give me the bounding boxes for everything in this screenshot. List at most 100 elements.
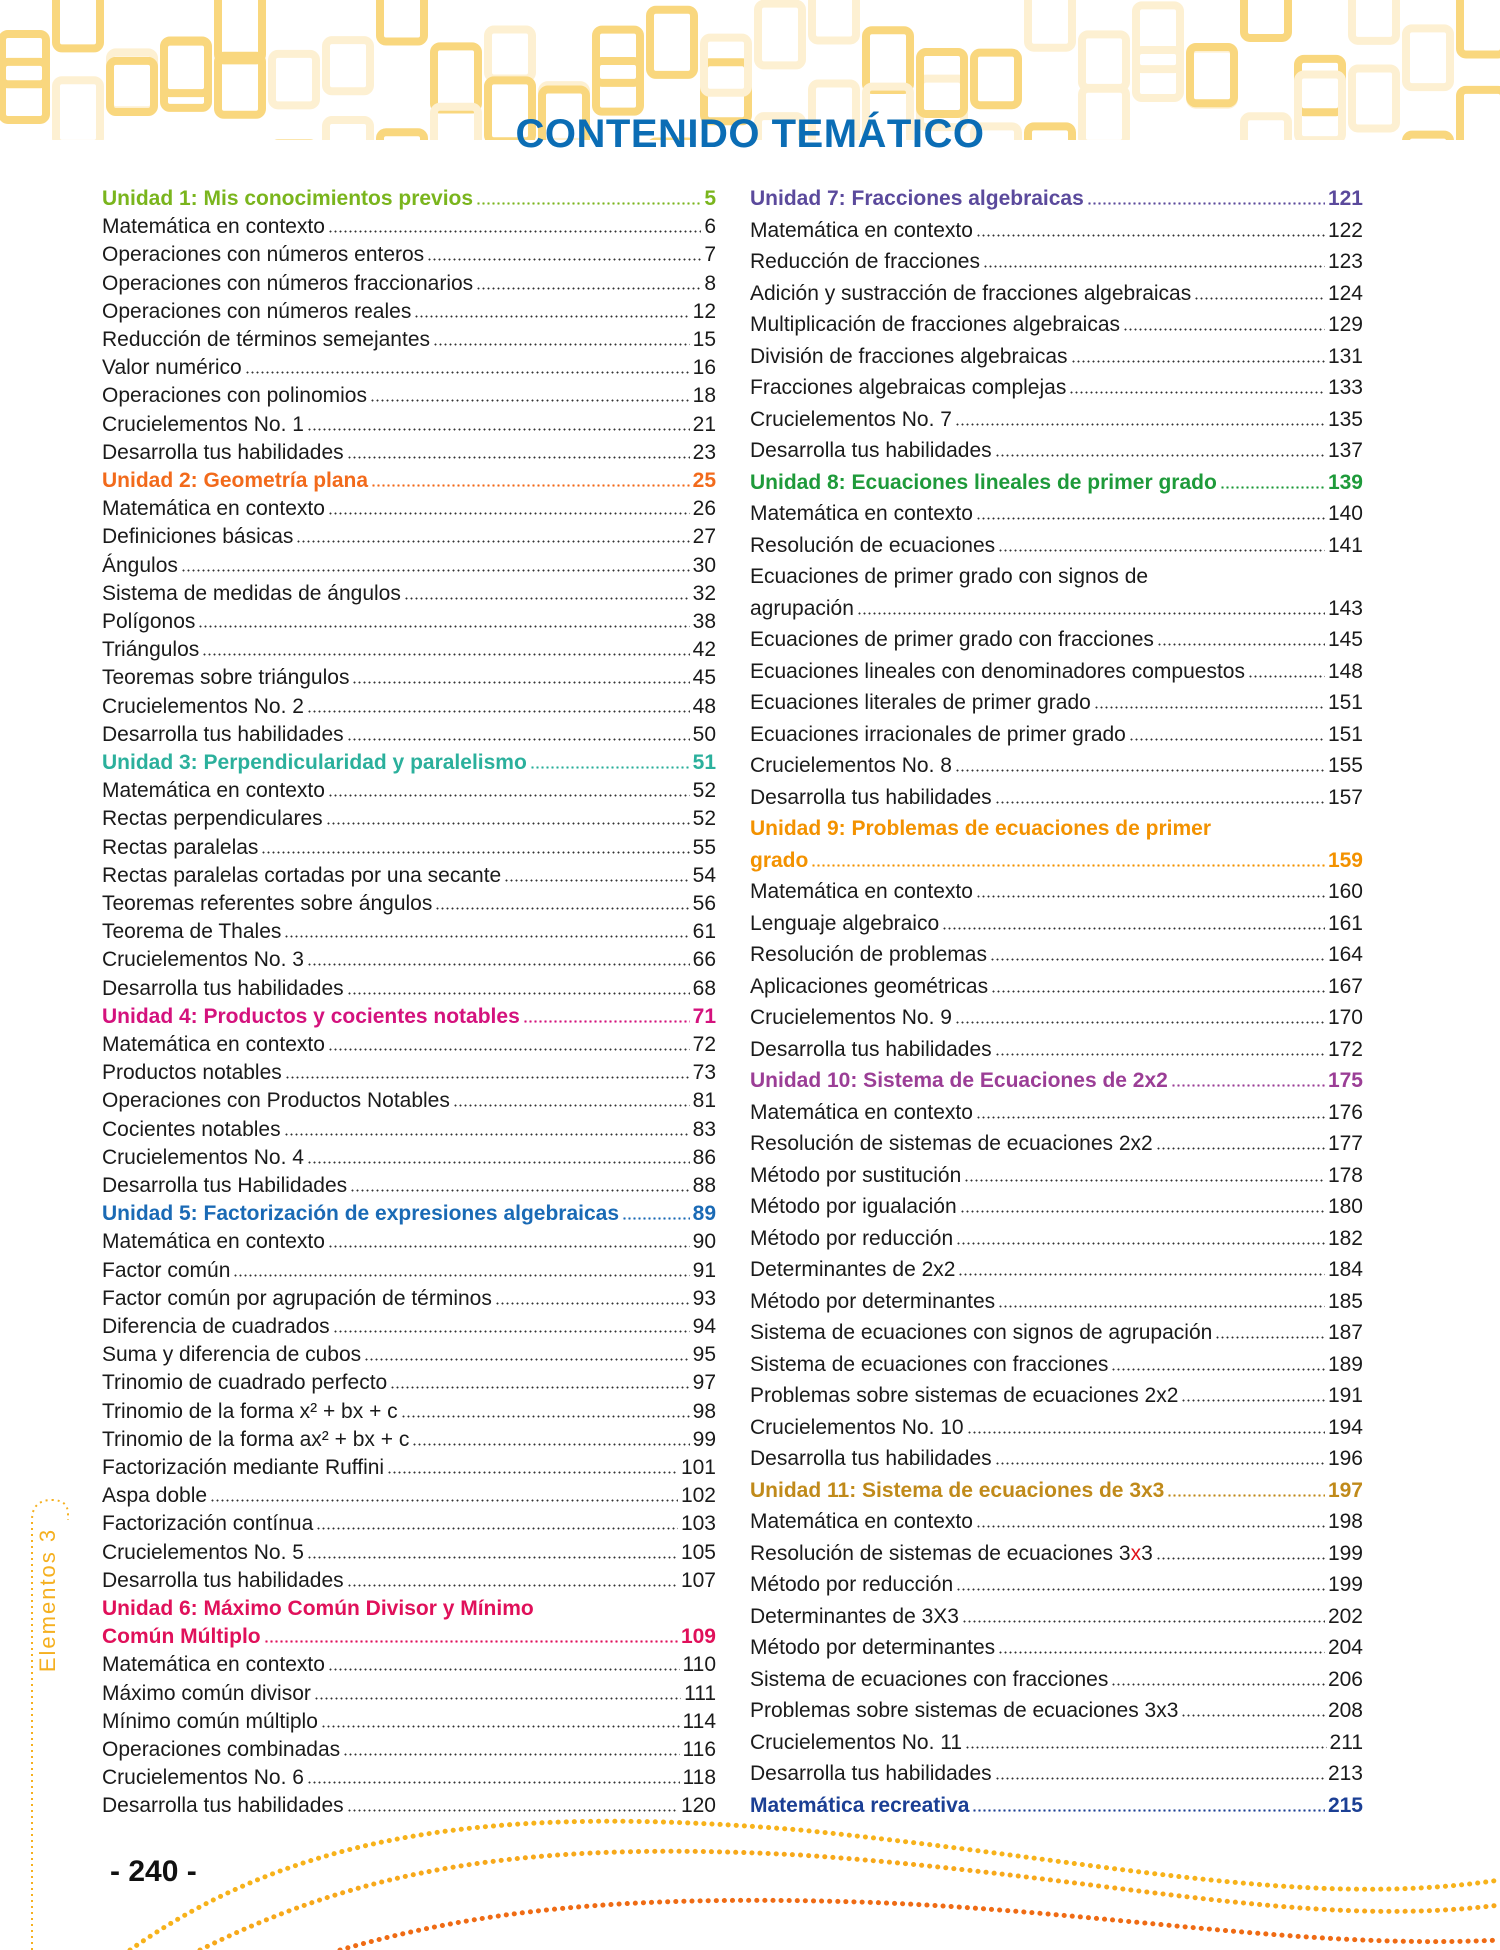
toc-entry[interactable]: Desarrolla tus habilidades 107 bbox=[102, 1567, 716, 1595]
toc-unit-heading[interactable]: Común Múltiplo 109 bbox=[102, 1623, 716, 1651]
toc-entry[interactable]: Crucielementos No. 5 105 bbox=[102, 1539, 716, 1567]
toc-entry[interactable]: Crucielementos No. 6 118 bbox=[102, 1764, 716, 1792]
toc-entry[interactable]: Desarrolla tus habilidades 137 bbox=[750, 437, 1363, 465]
toc-entry[interactable]: Método por reducción 182 bbox=[750, 1225, 1363, 1253]
toc-entry[interactable]: Lenguaje algebraico 161 bbox=[750, 910, 1363, 938]
toc-entry[interactable]: Matemática en contexto 72 bbox=[102, 1031, 716, 1059]
toc-entry[interactable]: Matemática en contexto 198 bbox=[750, 1508, 1363, 1536]
toc-entry[interactable]: Operaciones con números enteros 7 bbox=[102, 241, 716, 269]
toc-entry[interactable]: Definiciones básicas 27 bbox=[102, 523, 716, 551]
toc-entry[interactable]: Factor común 91 bbox=[102, 1257, 716, 1285]
toc-entry[interactable]: Teoremas sobre triángulos 45 bbox=[102, 664, 716, 692]
toc-unit-heading[interactable]: Unidad 7: Fracciones algebraicas 121 bbox=[750, 185, 1363, 213]
toc-entry[interactable]: Rectas paralelas 55 bbox=[102, 834, 716, 862]
toc-unit-heading[interactable]: Unidad 6: Máximo Común Divisor y Mínimo bbox=[102, 1595, 716, 1623]
toc-entry[interactable]: Determinantes de 2x2 184 bbox=[750, 1256, 1363, 1284]
toc-entry[interactable]: Rectas perpendiculares 52 bbox=[102, 805, 716, 833]
toc-entry[interactable]: Cocientes notables 83 bbox=[102, 1116, 716, 1144]
toc-entry[interactable]: Sistema de ecuaciones con fracciones 189 bbox=[750, 1351, 1363, 1379]
toc-entry[interactable]: Crucielementos No. 3 66 bbox=[102, 946, 716, 974]
toc-entry[interactable]: Operaciones combinadas 116 bbox=[102, 1736, 716, 1764]
toc-entry[interactable]: Desarrolla tus habilidades 157 bbox=[750, 784, 1363, 812]
toc-entry[interactable]: Desarrolla tus habilidades 23 bbox=[102, 439, 716, 467]
toc-unit-heading[interactable]: Unidad 9: Problemas de ecuaciones de pri… bbox=[750, 815, 1363, 843]
toc-entry[interactable]: Polígonos 38 bbox=[102, 608, 716, 636]
toc-entry[interactable]: Matemática en contexto 6 bbox=[102, 213, 716, 241]
toc-entry[interactable]: Desarrolla tus habilidades 213 bbox=[750, 1760, 1363, 1788]
toc-entry[interactable]: Método por determinantes 185 bbox=[750, 1288, 1363, 1316]
toc-entry[interactable]: Desarrolla tus habilidades 50 bbox=[102, 721, 716, 749]
toc-entry[interactable]: Desarrolla tus habilidades 172 bbox=[750, 1036, 1363, 1064]
toc-entry[interactable]: Crucielementos No. 2 48 bbox=[102, 693, 716, 721]
toc-entry[interactable]: Método por sustitución 178 bbox=[750, 1162, 1363, 1190]
toc-entry[interactable]: Fracciones algebraicas complejas 133 bbox=[750, 374, 1363, 402]
toc-entry[interactable]: Operaciones con números fraccionarios 8 bbox=[102, 270, 716, 298]
toc-entry[interactable]: Diferencia de cuadrados 94 bbox=[102, 1313, 716, 1341]
toc-entry[interactable]: División de fracciones algebraicas 131 bbox=[750, 343, 1363, 371]
toc-entry[interactable]: Método por determinantes 204 bbox=[750, 1634, 1363, 1662]
toc-entry[interactable]: Adición y sustracción de fracciones alge… bbox=[750, 280, 1363, 308]
toc-unit-heading[interactable]: Unidad 10: Sistema de Ecuaciones de 2x2 1… bbox=[750, 1067, 1363, 1095]
toc-entry[interactable]: Aplicaciones geométricas 167 bbox=[750, 973, 1363, 1001]
toc-entry[interactable]: Matemática en contexto 176 bbox=[750, 1099, 1363, 1127]
toc-entry[interactable]: Matemática en contexto 90 bbox=[102, 1228, 716, 1256]
toc-entry[interactable]: Crucielementos No. 1 21 bbox=[102, 411, 716, 439]
toc-entry[interactable]: Crucielementos No. 4 86 bbox=[102, 1144, 716, 1172]
toc-entry[interactable]: Matemática en contexto 160 bbox=[750, 878, 1363, 906]
toc-unit-heading[interactable]: Unidad 2: Geometría plana 25 bbox=[102, 467, 716, 495]
toc-entry[interactable]: Teorema de Thales 61 bbox=[102, 918, 716, 946]
toc-unit-heading[interactable]: grado 159 bbox=[750, 847, 1363, 875]
toc-entry[interactable]: Problemas sobre sistemas de ecuaciones 2… bbox=[750, 1382, 1363, 1410]
toc-entry[interactable]: Crucielementos No. 8 155 bbox=[750, 752, 1363, 780]
toc-entry[interactable]: Ángulos 30 bbox=[102, 552, 716, 580]
toc-entry[interactable]: Operaciones con Productos Notables 81 bbox=[102, 1087, 716, 1115]
toc-entry[interactable]: Teoremas referentes sobre ángulos 56 bbox=[102, 890, 716, 918]
toc-entry[interactable]: Operaciones con números reales 12 bbox=[102, 298, 716, 326]
toc-unit-heading[interactable]: Matemática recreativa 215 bbox=[750, 1792, 1363, 1820]
toc-entry[interactable]: Reducción de fracciones 123 bbox=[750, 248, 1363, 276]
toc-entry[interactable]: Resolución de problemas 164 bbox=[750, 941, 1363, 969]
toc-entry[interactable]: Sistema de ecuaciones con fracciones 206 bbox=[750, 1666, 1363, 1694]
toc-entry[interactable]: Desarrolla tus habilidades 68 bbox=[102, 975, 716, 1003]
toc-entry[interactable]: Problemas sobre sistemas de ecuaciones 3… bbox=[750, 1697, 1363, 1725]
toc-entry[interactable]: Resolución de sistemas de ecuaciones 3x3… bbox=[750, 1540, 1363, 1568]
toc-entry[interactable]: Ecuaciones de primer grado con signos de bbox=[750, 563, 1363, 591]
toc-entry[interactable]: Método por reducción 199 bbox=[750, 1571, 1363, 1599]
toc-entry[interactable]: Factorización contínua 103 bbox=[102, 1510, 716, 1538]
toc-entry[interactable]: Sistema de medidas de ángulos 32 bbox=[102, 580, 716, 608]
toc-entry[interactable]: Rectas paralelas cortadas por una secant… bbox=[102, 862, 716, 890]
toc-entry[interactable]: Suma y diferencia de cubos 95 bbox=[102, 1341, 716, 1369]
toc-entry[interactable]: Mínimo común múltiplo 114 bbox=[102, 1708, 716, 1736]
toc-unit-heading[interactable]: Unidad 8: Ecuaciones lineales de primer … bbox=[750, 469, 1363, 497]
toc-unit-heading[interactable]: Unidad 1: Mis conocimientos previos 5 bbox=[102, 185, 716, 213]
toc-entry[interactable]: Matemática en contexto 26 bbox=[102, 495, 716, 523]
toc-entry[interactable]: Determinantes de 3X3 202 bbox=[750, 1603, 1363, 1631]
toc-entry[interactable]: Ecuaciones literales de primer grado 151 bbox=[750, 689, 1363, 717]
toc-unit-heading[interactable]: Unidad 4: Productos y cocientes notables… bbox=[102, 1003, 716, 1031]
toc-entry[interactable]: Matemática en contexto 52 bbox=[102, 777, 716, 805]
toc-unit-heading[interactable]: Unidad 3: Perpendicularidad y paralelism… bbox=[102, 749, 716, 777]
toc-entry[interactable]: Desarrolla tus habilidades 120 bbox=[102, 1792, 716, 1820]
toc-entry[interactable]: Desarrolla tus habilidades 196 bbox=[750, 1445, 1363, 1473]
toc-entry[interactable]: Matemática en contexto 110 bbox=[102, 1651, 716, 1679]
toc-entry[interactable]: Máximo común divisor 111 bbox=[102, 1680, 716, 1708]
toc-entry[interactable]: Aspa doble 102 bbox=[102, 1482, 716, 1510]
toc-entry[interactable]: Triángulos 42 bbox=[102, 636, 716, 664]
toc-entry[interactable]: Operaciones con polinomios 18 bbox=[102, 382, 716, 410]
toc-entry[interactable]: Reducción de términos semejantes 15 bbox=[102, 326, 716, 354]
toc-entry[interactable]: Método por igualación 180 bbox=[750, 1193, 1363, 1221]
toc-entry[interactable]: Trinomio de la forma x² + bx + c 98 bbox=[102, 1398, 716, 1426]
toc-entry[interactable]: Resolución de sistemas de ecuaciones 2x2… bbox=[750, 1130, 1363, 1158]
toc-entry[interactable]: Crucielementos No. 11 211 bbox=[750, 1729, 1363, 1757]
toc-entry[interactable]: Crucielementos No. 9 170 bbox=[750, 1004, 1363, 1032]
toc-entry[interactable]: Ecuaciones de primer grado con fraccione… bbox=[750, 626, 1363, 654]
toc-unit-heading[interactable]: Unidad 5: Factorización de expresiones a… bbox=[102, 1200, 716, 1228]
toc-entry[interactable]: agrupación 143 bbox=[750, 595, 1363, 623]
toc-entry[interactable]: Crucielementos No. 10 194 bbox=[750, 1414, 1363, 1442]
toc-entry[interactable]: Productos notables 73 bbox=[102, 1059, 716, 1087]
toc-entry[interactable]: Resolución de ecuaciones 141 bbox=[750, 532, 1363, 560]
toc-entry[interactable]: Factorización mediante Ruffini 101 bbox=[102, 1454, 716, 1482]
toc-entry[interactable]: Factor común por agrupación de términos 9… bbox=[102, 1285, 716, 1313]
toc-unit-heading[interactable]: Unidad 11: Sistema de ecuaciones de 3x3 1… bbox=[750, 1477, 1363, 1505]
toc-entry[interactable]: Crucielementos No. 7 135 bbox=[750, 406, 1363, 434]
